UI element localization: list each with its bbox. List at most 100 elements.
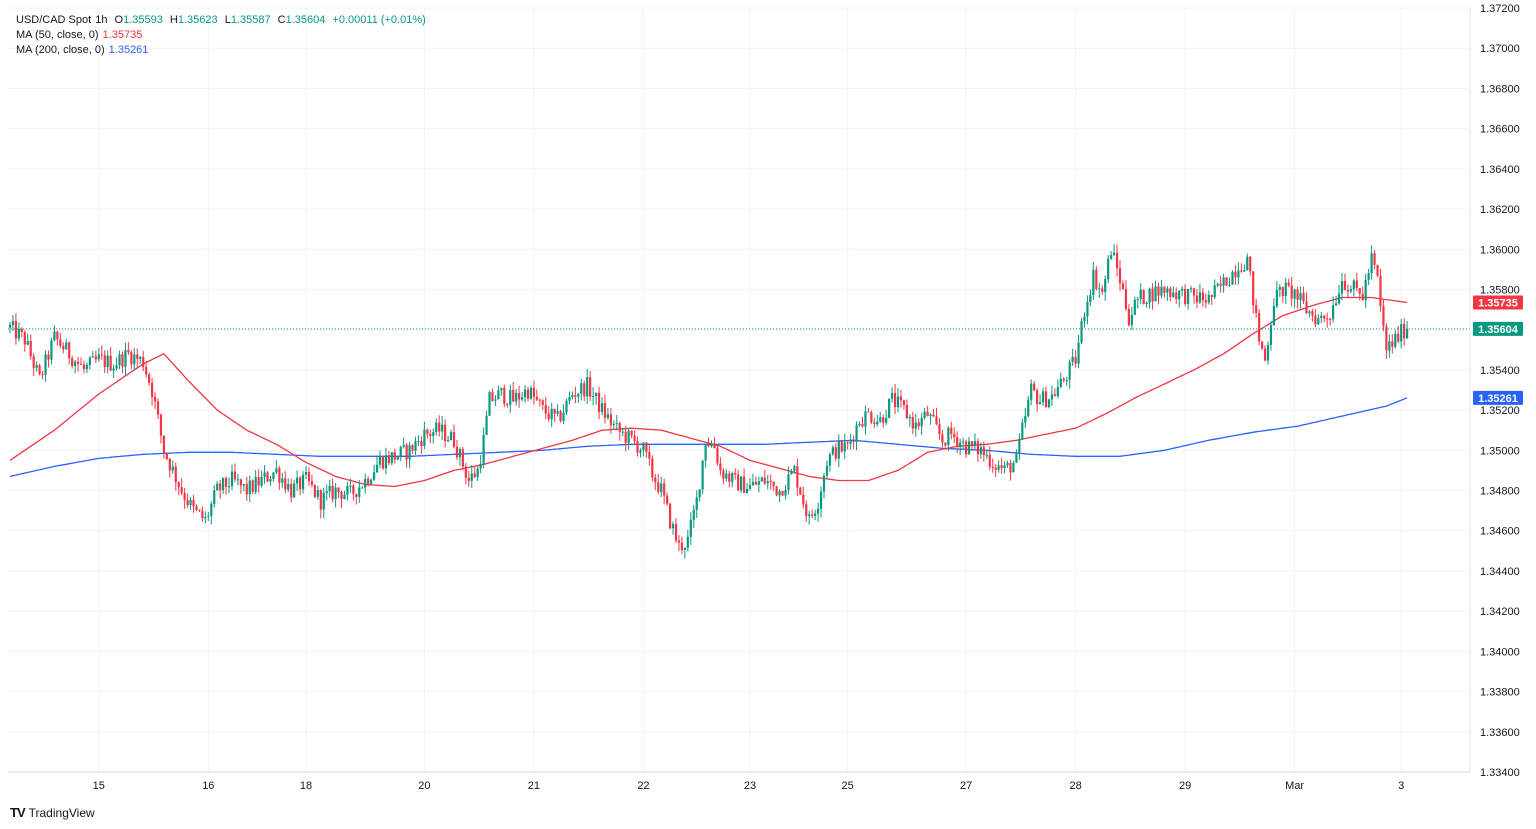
legend-ma50[interactable]: MA (50, close, 0) 1.35735 <box>16 28 430 43</box>
candle-up <box>1334 295 1338 307</box>
candle-down <box>1234 265 1237 285</box>
candle-down <box>319 489 322 519</box>
candle-up <box>1139 283 1142 304</box>
candle-up <box>370 478 373 486</box>
candle-up <box>1394 329 1397 349</box>
candle-up <box>1148 287 1151 309</box>
candle-up <box>1018 433 1021 461</box>
candle-body <box>198 509 201 511</box>
candle-down <box>1192 287 1196 304</box>
legend-symbol: USD/CAD Spot <box>16 14 92 26</box>
price-tag: 1.35261 <box>1473 390 1523 405</box>
candle-down <box>1373 249 1376 270</box>
candle-up <box>766 474 769 490</box>
candle-up <box>1104 275 1107 301</box>
candle-body <box>1044 391 1048 408</box>
candle-body <box>1178 290 1181 300</box>
candles <box>8 244 1409 559</box>
candle-down <box>71 355 74 369</box>
candle-down <box>29 334 32 360</box>
candle-up <box>44 350 47 382</box>
candle-body <box>405 444 408 460</box>
candle-body <box>734 473 737 475</box>
candle-down <box>624 425 627 452</box>
candle-down <box>1000 457 1003 474</box>
candle-body <box>1391 341 1394 347</box>
candle-body <box>698 489 701 498</box>
candle-body <box>612 423 615 425</box>
candle-up <box>449 429 453 441</box>
candle-down <box>420 436 423 454</box>
candle-body <box>133 354 136 365</box>
candle-down <box>1397 325 1400 344</box>
candle-up <box>1038 394 1042 405</box>
candle-up <box>701 460 704 495</box>
candle-up <box>556 404 559 417</box>
candle-body <box>686 536 689 548</box>
candle-up <box>689 512 692 545</box>
candle-body <box>518 392 521 400</box>
candle-body <box>864 411 867 427</box>
candle-body <box>1124 288 1128 309</box>
candle-body <box>802 494 805 505</box>
candle-up <box>615 414 618 431</box>
candle-body <box>1059 378 1062 388</box>
candle-body <box>1317 317 1320 325</box>
candle-down <box>603 394 607 424</box>
candle-up <box>210 501 213 525</box>
candle-body <box>79 363 83 365</box>
candle-up <box>11 314 15 331</box>
candle-body <box>1281 286 1284 297</box>
candle-up <box>216 481 219 491</box>
candle-down <box>461 447 464 471</box>
candle-down <box>526 386 530 402</box>
candle-body <box>85 364 89 369</box>
candle-up <box>275 459 278 475</box>
candle-up <box>479 455 482 474</box>
candle-body <box>1112 252 1116 256</box>
candle-down <box>532 380 536 405</box>
candle-body <box>1074 356 1077 364</box>
candle-up <box>816 502 820 522</box>
y-tick-label: 1.33800 <box>1480 687 1520 699</box>
candle-body <box>1030 383 1033 400</box>
candle-body <box>1260 341 1264 349</box>
y-tick-label: 1.33400 <box>1480 767 1520 779</box>
candle-up <box>710 440 713 448</box>
candle-body <box>562 412 565 421</box>
candle-body <box>497 390 500 400</box>
candle-body <box>32 356 35 368</box>
candle-body <box>227 486 231 488</box>
candle-up <box>458 447 462 466</box>
candle-body <box>1201 292 1204 301</box>
candle-body <box>1343 280 1347 290</box>
candle-body <box>849 440 852 444</box>
candle-down <box>559 409 562 423</box>
candle-body <box>1225 277 1228 286</box>
candle-down <box>1403 318 1406 346</box>
candle-up <box>1320 312 1323 324</box>
candle-up <box>1337 285 1341 305</box>
candle-up <box>888 398 891 419</box>
candle-down <box>503 384 506 408</box>
candle-up <box>435 418 438 436</box>
candle-down <box>1169 286 1172 302</box>
candle-down <box>337 487 340 499</box>
candle-body <box>787 474 790 490</box>
candle-body <box>248 480 251 495</box>
candle-up <box>1130 306 1133 330</box>
candle-down <box>799 486 802 495</box>
candle-body <box>1388 341 1391 351</box>
candle-body <box>846 442 849 444</box>
candle-body <box>127 349 130 353</box>
candle-body <box>988 454 991 468</box>
candle-down <box>941 430 944 448</box>
tradingview-brand[interactable]: TV TradingView <box>10 805 95 820</box>
candle-body <box>725 473 728 479</box>
legend-interval: 1h <box>95 14 108 26</box>
candle-body <box>716 448 719 464</box>
legend-ma200[interactable]: MA (200, close, 0) 1.35261 <box>16 43 430 58</box>
candle-down <box>94 350 97 363</box>
ma200-line <box>9 397 1408 478</box>
